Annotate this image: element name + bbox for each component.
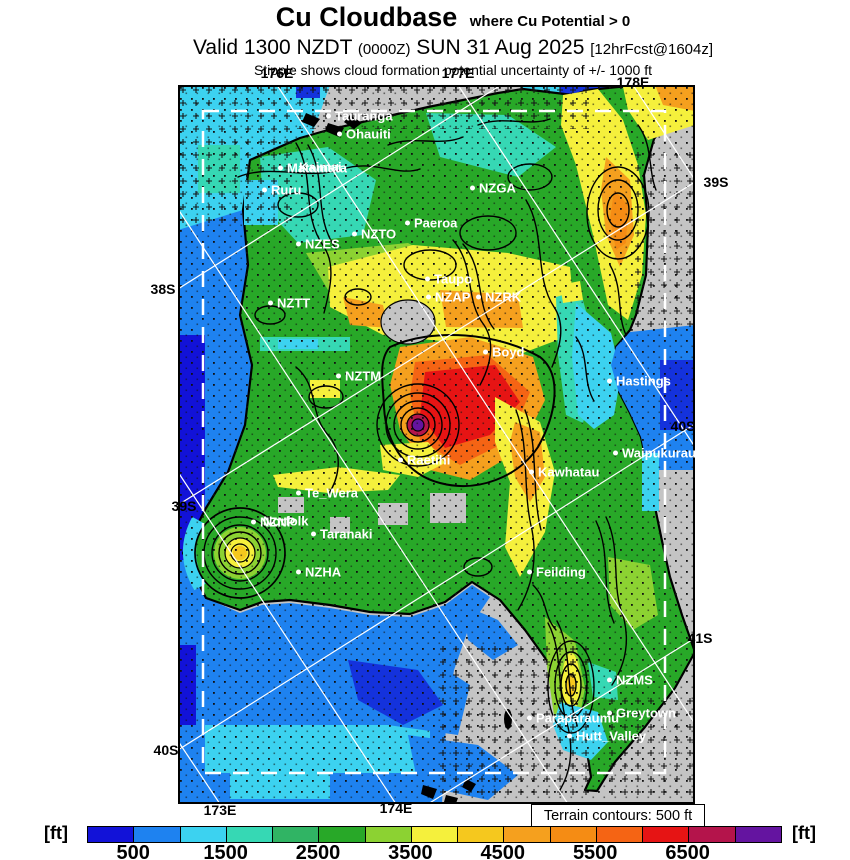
graticule (178, 85, 695, 804)
islets (302, 113, 512, 804)
grid-label-173e: 173E (203, 802, 237, 818)
map-canvas (178, 85, 695, 804)
grid-label-39s: 39S (703, 174, 729, 190)
terrain-contours (194, 118, 657, 791)
title-qualifier: where Cu Potential > 0 (469, 13, 631, 30)
colorbar-tick: 5500 (572, 842, 618, 860)
valid-time-part: (0000Z) (357, 41, 411, 58)
colorbar-segment (226, 827, 274, 842)
valid-time-part: Valid 1300 NZDT (192, 36, 358, 59)
map-border (178, 85, 695, 804)
colorbar-segment (180, 827, 227, 842)
colorbar-tick: 6500 (665, 842, 710, 860)
terrain-note: Terrain contours: 500 ft (531, 804, 705, 829)
colorbar-tick: 3500 (388, 842, 433, 860)
page-title: Cu Cloudbase (275, 2, 458, 32)
grid-label-41s: 41S (687, 630, 713, 646)
colorbar-segment (458, 827, 505, 842)
header: Cu Cloudbase where Cu Potential > 0 Vali… (28, 4, 850, 79)
weather-map: Tauranga Ohauiti Matamata Kaimai Ruru NZGA Pae… (178, 85, 696, 804)
colorbar-tick: 1500 (203, 842, 248, 860)
colorbar-tick: 2500 (295, 842, 341, 860)
grid-label-40s: 40S (670, 418, 696, 434)
stipple-note: Stipple shows cloud formation potential … (253, 62, 653, 78)
colorbar-segment (273, 827, 320, 842)
colorbar-segment (689, 827, 736, 842)
colorbar-segment (411, 827, 459, 842)
grid-label-40s: 40S (153, 742, 179, 758)
colorbar-segment (504, 827, 551, 842)
colorbar-segment (643, 827, 690, 842)
grid-label-174e: 174E (379, 800, 413, 816)
title-line: Cu Cloudbase where Cu Potential > 0 (28, 4, 850, 35)
colorbar-tick: 4500 (480, 842, 526, 860)
colorbar (87, 826, 782, 843)
colorbar-unit-left: [ft] (44, 823, 68, 843)
colorbar-segment (735, 827, 781, 842)
grid-label-38s: 38S (150, 281, 176, 297)
grid-label-176e: 176E (260, 65, 294, 81)
colorbar-segment (88, 827, 135, 842)
colorbar-ticks: 500 1500 2500 3500 4500 5500 6500 (87, 842, 780, 860)
valid-time-line: Valid 1300 NZDT (0000Z) SUN 31 Aug 2025 … (28, 36, 850, 61)
stipple-overlay (178, 85, 695, 804)
colorbar-tick: 500 (116, 842, 150, 860)
colorbar-unit-right: [ft] (792, 823, 816, 843)
domain-boundary (201, 109, 667, 775)
colorbar-segment (319, 827, 366, 842)
colorbar-segment (365, 827, 412, 842)
grid-label-178e: 178E (616, 74, 650, 90)
grid-label-177e: 177E (441, 65, 475, 81)
colorbar-segment (550, 827, 597, 842)
grid-label-39s: 39S (171, 498, 197, 514)
colorbar-segment (596, 827, 644, 842)
colorbar-segment (134, 827, 181, 842)
valid-time-part: [12hrFcst@1604z] (590, 41, 714, 58)
valid-time-part: SUN 31 Aug 2025 (410, 36, 591, 59)
